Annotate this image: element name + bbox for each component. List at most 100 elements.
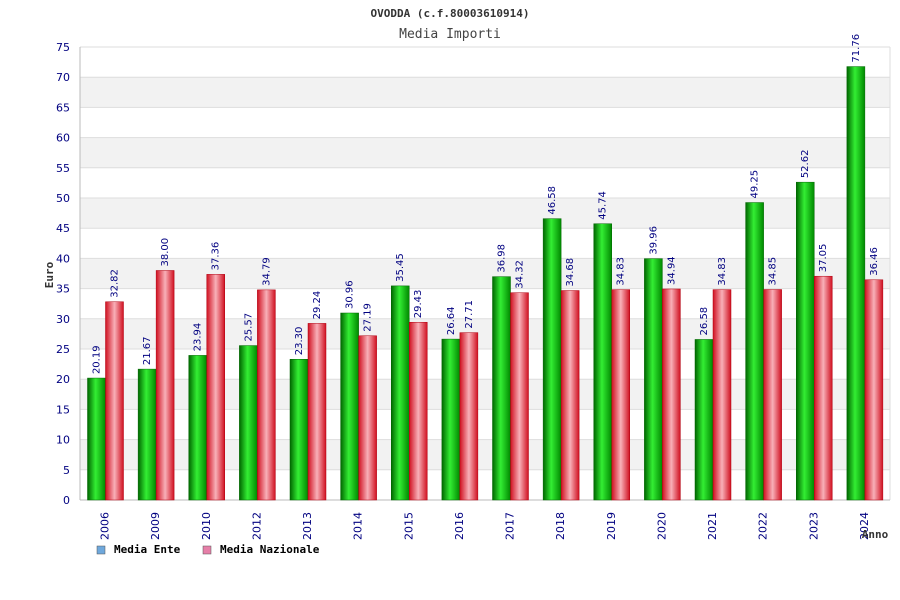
x-tick-label-2020: 2020 (655, 512, 668, 540)
x-tick-label-2015: 2015 (402, 512, 415, 540)
data-label-ente-2015: 35.45 (395, 253, 406, 282)
data-label-nazionale-2006: 32.82 (110, 269, 121, 298)
bar-ente-2017 (492, 276, 511, 501)
bar-ente-2012 (239, 345, 258, 501)
x-tick-label-2009: 2009 (149, 512, 162, 540)
y-tick-label: 45 (56, 222, 70, 235)
bar-ente-2019 (593, 223, 612, 501)
x-tick-label-2016: 2016 (453, 512, 466, 540)
bar-ente-2021 (694, 339, 714, 501)
y-tick-label: 75 (56, 41, 70, 54)
bar-ente-2009 (137, 368, 157, 501)
bar-ente-2018 (542, 218, 562, 501)
bar-nazionale-2012 (257, 289, 276, 501)
legend-swatch-media-ente (96, 545, 106, 555)
data-label-ente-2021: 26.58 (699, 307, 710, 336)
data-label-ente-2012: 25.57 (243, 313, 254, 342)
y-axis-ticks: 0 5 10 15 20 25 30 35 40 45 50 55 60 65 70 75 (56, 41, 70, 507)
x-tick-label-2006: 2006 (99, 512, 112, 540)
chart-subtitle: Media Importi (399, 27, 501, 42)
data-label-ente-2014: 30.96 (345, 280, 356, 309)
data-label-ente-2009: 21.67 (142, 336, 153, 365)
data-label-ente-2017: 36.98 (497, 244, 508, 273)
bar-nazionale-2016 (459, 332, 479, 501)
bars: 20.19 32.82 21.67 38.00 23.94 37.36 25.57 34.79… (87, 34, 884, 501)
y-tick-label: 55 (56, 162, 70, 175)
data-label-nazionale-2022: 34.85 (768, 257, 779, 286)
grid-band (80, 198, 890, 229)
data-label-nazionale-2024: 36.46 (869, 247, 880, 276)
x-tick-label-2012: 2012 (250, 512, 263, 540)
bar-nazionale-2023 (814, 275, 833, 501)
grid-band (80, 77, 890, 108)
bar-nazionale-2015 (409, 321, 428, 501)
data-label-ente-2019: 45.74 (598, 191, 609, 220)
x-tick-label-2021: 2021 (706, 512, 719, 540)
y-tick-label: 40 (56, 252, 70, 265)
data-label-nazionale-2021: 34.83 (717, 257, 728, 286)
data-label-nazionale-2023: 37.05 (818, 244, 829, 273)
bar-ente-2015 (391, 285, 410, 501)
bar-nazionale-2009 (155, 270, 175, 501)
x-axis-label: Anno (862, 528, 889, 541)
bar-ente-2013 (289, 359, 309, 501)
x-tick-label-2017: 2017 (504, 512, 517, 540)
grid-band (80, 137, 890, 168)
legend-label-media-nazionale: Media Nazionale (220, 543, 320, 556)
bar-ente-2022 (745, 202, 764, 501)
data-label-ente-2020: 39.96 (648, 226, 659, 255)
y-tick-label: 30 (56, 313, 70, 326)
data-label-ente-2016: 26.64 (446, 306, 457, 335)
bar-nazionale-2013 (307, 323, 327, 501)
data-label-nazionale-2015: 29.43 (413, 290, 424, 319)
data-label-ente-2018: 46.58 (547, 186, 558, 215)
data-label-nazionale-2016: 27.71 (464, 300, 475, 329)
data-label-nazionale-2014: 27.19 (363, 303, 374, 332)
bar-nazionale-2019 (611, 289, 630, 501)
bar-nazionale-2017 (510, 292, 529, 501)
x-tick-label-2023: 2023 (807, 512, 820, 540)
y-tick-label: 5 (63, 464, 70, 477)
bar-nazionale-2010 (206, 274, 225, 501)
data-label-ente-2006: 20.19 (92, 345, 103, 374)
y-tick-label: 15 (56, 403, 70, 416)
y-tick-label: 35 (56, 283, 70, 296)
y-tick-label: 60 (56, 132, 70, 145)
x-tick-label-2024: 2024 (858, 512, 871, 540)
y-tick-label: 0 (63, 494, 70, 507)
bar-nazionale-2020 (662, 288, 681, 501)
x-tick-label-2019: 2019 (605, 512, 618, 540)
bar-ente-2010 (188, 355, 207, 501)
bar-ente-2024 (846, 66, 866, 501)
data-label-nazionale-2013: 29.24 (312, 291, 323, 320)
x-tick-label-2018: 2018 (554, 512, 567, 540)
data-label-ente-2023: 52.62 (800, 150, 811, 179)
x-tick-label-2022: 2022 (757, 512, 770, 540)
data-label-nazionale-2012: 34.79 (261, 257, 272, 286)
bar-nazionale-2024 (864, 279, 884, 501)
bar-nazionale-2018 (560, 290, 580, 501)
y-tick-label: 10 (56, 434, 70, 447)
data-label-nazionale-2018: 34.68 (565, 258, 576, 287)
bar-ente-2020 (644, 258, 663, 501)
data-label-nazionale-2017: 34.32 (515, 260, 526, 289)
bar-nazionale-2022 (763, 289, 782, 501)
x-tick-label-2013: 2013 (301, 512, 314, 540)
x-tick-label-2014: 2014 (352, 512, 365, 540)
bar-ente-2016 (441, 338, 461, 501)
bar-ente-2023 (796, 181, 815, 501)
y-tick-label: 50 (56, 192, 70, 205)
data-label-nazionale-2019: 34.83 (616, 257, 627, 286)
y-tick-label: 65 (56, 101, 70, 114)
data-label-ente-2024: 71.76 (851, 34, 862, 63)
y-tick-label: 20 (56, 373, 70, 386)
data-label-ente-2013: 23.30 (294, 327, 305, 356)
bar-ente-2014 (340, 312, 359, 501)
y-tick-label: 25 (56, 343, 70, 356)
y-tick-label: 70 (56, 71, 70, 84)
data-label-ente-2022: 49.25 (750, 170, 761, 199)
data-label-nazionale-2010: 37.36 (211, 242, 222, 271)
x-tick-label-2010: 2010 (200, 512, 213, 540)
chart-title: OVODDA (c.f.80003610914) (371, 7, 530, 20)
